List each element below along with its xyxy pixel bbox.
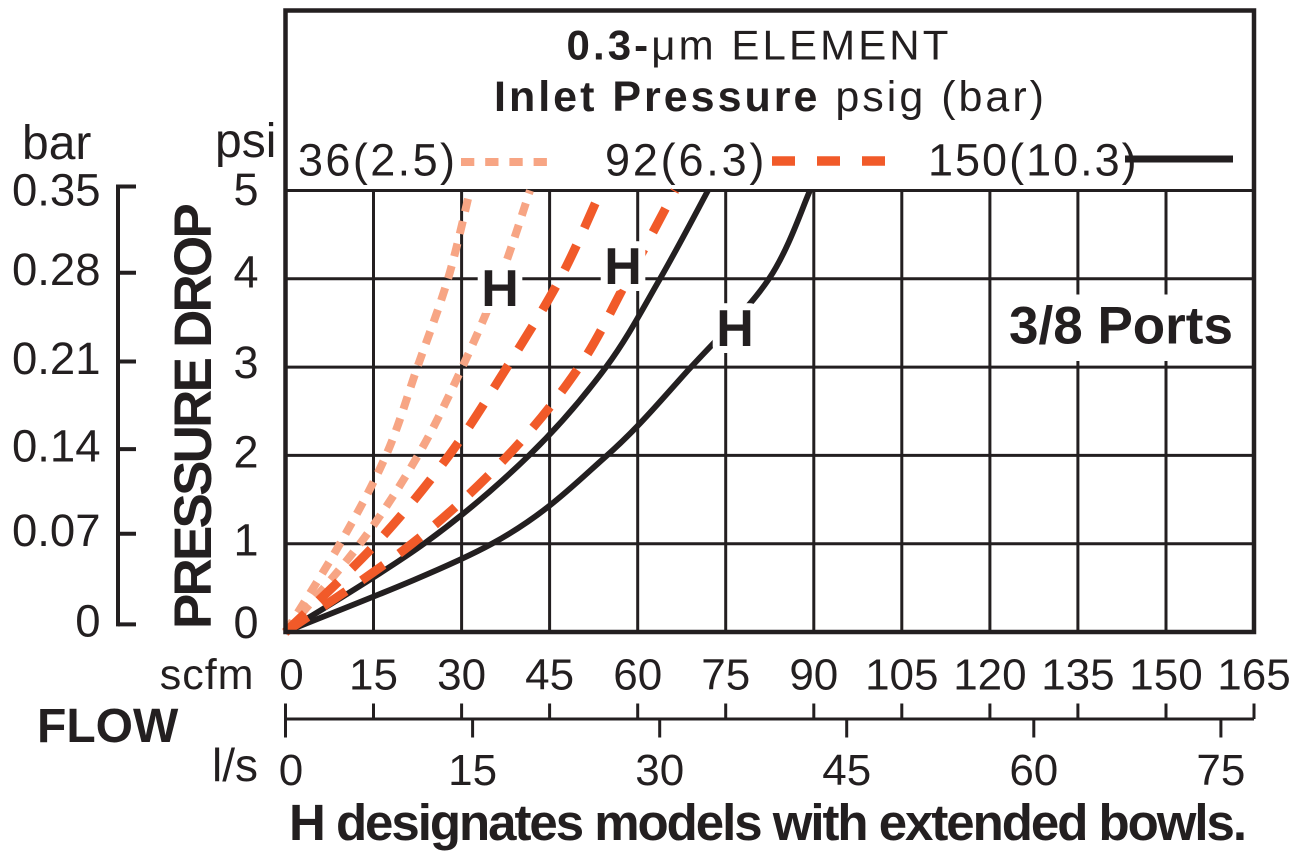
svg-text:PRESSURE DROP: PRESSURE DROP: [164, 205, 223, 629]
svg-text:2: 2: [233, 427, 258, 478]
svg-text:0: 0: [233, 597, 258, 648]
svg-text:0.28: 0.28: [12, 244, 101, 295]
svg-text:0: 0: [279, 746, 303, 795]
svg-text:l/s: l/s: [212, 739, 258, 791]
svg-text:60: 60: [613, 650, 662, 699]
svg-text:0: 0: [75, 596, 100, 647]
svg-text:0.21: 0.21: [12, 333, 101, 384]
svg-text:165: 165: [1217, 650, 1290, 699]
svg-text:3: 3: [233, 337, 258, 388]
svg-text:92(6.3): 92(6.3): [605, 135, 767, 186]
svg-text:15: 15: [448, 746, 497, 795]
svg-text:3/8 Ports: 3/8 Ports: [1009, 297, 1233, 356]
svg-text:135: 135: [1041, 650, 1114, 699]
svg-text:0.35: 0.35: [12, 164, 101, 215]
svg-text:bar: bar: [22, 117, 91, 170]
svg-text:H: H: [481, 260, 519, 318]
svg-text:0.14: 0.14: [12, 420, 101, 471]
svg-text:0.07: 0.07: [12, 505, 101, 556]
svg-text:60: 60: [1009, 746, 1058, 795]
svg-text:90: 90: [789, 650, 838, 699]
svg-text:45: 45: [822, 746, 871, 795]
svg-text:1: 1: [233, 515, 258, 566]
svg-text:5: 5: [233, 164, 258, 215]
svg-text:H designates models with exten: H designates models with extended bowls.: [289, 794, 1247, 851]
svg-text:105: 105: [865, 650, 938, 699]
svg-text:75: 75: [701, 650, 750, 699]
svg-text:30: 30: [437, 650, 486, 699]
svg-text:4: 4: [233, 247, 258, 298]
svg-text:H: H: [604, 238, 642, 296]
svg-text:psi: psi: [215, 115, 276, 168]
svg-text:150(10.3): 150(10.3): [928, 135, 1139, 186]
svg-text:36(2.5): 36(2.5): [298, 135, 457, 186]
svg-text:scfm: scfm: [160, 651, 255, 699]
svg-text:Inlet Pressure psig (bar): Inlet Pressure psig (bar): [494, 73, 1047, 121]
svg-text:0.3-μm ELEMENT: 0.3-μm ELEMENT: [566, 22, 951, 69]
svg-text:45: 45: [525, 650, 574, 699]
svg-text:FLOW: FLOW: [37, 700, 179, 753]
svg-text:150: 150: [1129, 650, 1202, 699]
svg-text:0: 0: [279, 650, 303, 699]
svg-text:H: H: [716, 300, 754, 358]
svg-text:30: 30: [635, 746, 684, 795]
svg-text:120: 120: [953, 650, 1026, 699]
svg-text:15: 15: [349, 650, 398, 699]
svg-text:75: 75: [1196, 746, 1245, 795]
